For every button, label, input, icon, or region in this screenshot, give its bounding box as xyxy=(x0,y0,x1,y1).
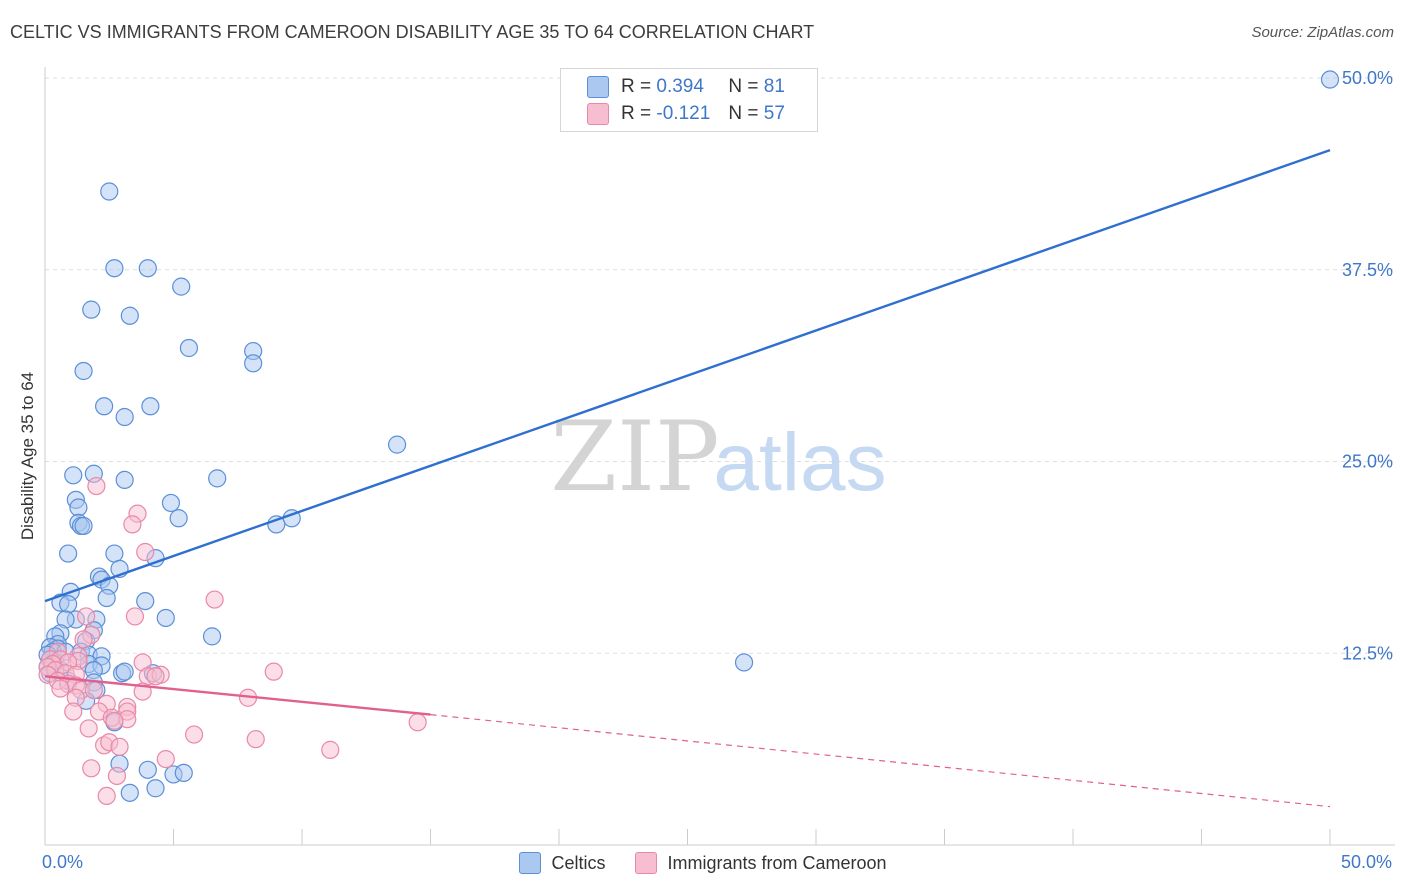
cameroon-point xyxy=(146,667,165,686)
celtics-point xyxy=(64,466,83,485)
cameroon-point xyxy=(82,759,101,778)
celtics-point xyxy=(115,470,134,490)
y-tick-label: 12.5% xyxy=(1342,643,1393,663)
y-tick-label: 25.0% xyxy=(1342,452,1393,472)
celtics-point xyxy=(69,498,88,517)
celtics-point xyxy=(387,435,407,454)
celtics-point xyxy=(174,763,193,783)
celtics-point xyxy=(161,493,181,513)
celtics-point xyxy=(208,469,227,488)
celtics-point xyxy=(136,591,155,611)
watermark-atlas: atlas xyxy=(713,417,886,508)
celtics-point xyxy=(172,277,191,296)
axes xyxy=(44,67,1395,846)
trend-lines xyxy=(44,148,1331,808)
celtics-point xyxy=(169,509,188,528)
celtics-point xyxy=(734,653,754,672)
cameroon-point xyxy=(408,713,427,732)
cameroon-point xyxy=(110,737,129,756)
cameroon-point xyxy=(77,607,96,626)
celtics-point xyxy=(138,259,157,278)
chart-title: CELTIC VS IMMIGRANTS FROM CAMEROON DISAB… xyxy=(10,22,815,42)
legend-r-value: 0.394 xyxy=(656,76,704,97)
cameroon-point xyxy=(51,679,70,698)
legend-label-cameroon: Immigrants from Cameroon xyxy=(667,852,887,873)
celtics-swatch xyxy=(519,852,542,874)
cameroon-point xyxy=(84,680,103,700)
watermark-zip: ZIP xyxy=(550,401,719,513)
cameroon-swatch xyxy=(587,103,609,125)
cameroon-point xyxy=(156,749,175,769)
cameroon-point xyxy=(264,662,283,681)
cameroon-point xyxy=(97,786,116,806)
y-tick-labels: 12.5% 25.0% 37.5% 50.0% xyxy=(1342,68,1393,663)
cameroon-point xyxy=(87,476,106,496)
cameroon-point xyxy=(246,730,265,749)
legend-row-cameroon: R = -0.121 N = 57 xyxy=(587,101,785,127)
celtics-point xyxy=(95,397,114,416)
cameroon-point xyxy=(136,542,155,562)
celtics-point xyxy=(74,516,93,536)
celtics-trend-line xyxy=(44,148,1331,603)
cameroon-point xyxy=(64,702,83,721)
x-tick-label-max: 50.0% xyxy=(1340,852,1392,872)
cameroon-point xyxy=(74,630,93,649)
celtics-point xyxy=(120,783,139,802)
cameroon-point xyxy=(107,766,127,786)
legend-item-celtics[interactable]: Celtics xyxy=(519,852,605,874)
y-tick-label: 37.5% xyxy=(1342,260,1393,280)
celtics-point xyxy=(138,760,157,779)
celtics-point xyxy=(59,595,78,614)
celtics-point xyxy=(59,544,78,563)
celtics-swatch xyxy=(587,76,609,98)
correlation-legend: R = 0.394 N = 81 R = -0.121 N = 57 xyxy=(560,68,818,132)
legend-n-label: N = xyxy=(728,76,759,97)
celtics-point xyxy=(97,588,116,608)
legend-r-value: -0.121 xyxy=(656,103,711,124)
legend-label-celtics: Celtics xyxy=(551,852,606,873)
celtics-point xyxy=(82,300,101,319)
legend-r-label: R = xyxy=(621,103,652,124)
celtics-point xyxy=(115,407,134,427)
legend-r-label: R = xyxy=(621,76,652,97)
cameroon-point xyxy=(184,725,204,744)
cameroon-trend-line xyxy=(44,675,431,716)
celtics-point xyxy=(179,338,199,358)
cameroon-point xyxy=(125,607,145,626)
celtics-point xyxy=(105,259,124,278)
cameroon-trend-line-extension xyxy=(430,714,1331,808)
legend-row-celtics: R = 0.394 N = 81 xyxy=(587,74,785,100)
cameroon-point xyxy=(105,711,124,730)
celtics-point xyxy=(156,608,175,628)
celtics-point xyxy=(115,662,134,681)
points xyxy=(38,70,1340,806)
y-tick-label: 50.0% xyxy=(1342,68,1393,88)
cameroon-point xyxy=(321,740,340,759)
celtics-point xyxy=(1320,70,1340,89)
x-tick-label-min: 0.0% xyxy=(42,852,84,872)
cameroon-point xyxy=(123,515,142,534)
celtics-point xyxy=(202,627,222,646)
celtics-point xyxy=(100,182,119,201)
cameroon-swatch xyxy=(635,852,658,874)
celtics-point xyxy=(244,354,263,373)
cameroon-point xyxy=(79,719,98,738)
legend-n-label: N = xyxy=(728,103,759,124)
celtics-point xyxy=(105,544,124,563)
legend-item-cameroon[interactable]: Immigrants from Cameroon xyxy=(635,852,887,874)
celtics-point xyxy=(141,397,160,416)
celtics-point xyxy=(120,306,139,325)
series-legend: Celtics Immigrants from Cameroon xyxy=(0,852,1406,874)
source-label: Source: ZipAtlas.com xyxy=(1251,24,1394,41)
celtics-point xyxy=(146,779,165,798)
legend-n-value: 81 xyxy=(763,76,785,97)
celtics-point xyxy=(74,361,93,381)
y-axis-label: Disability Age 35 to 64 xyxy=(18,371,37,541)
cameroon-point xyxy=(205,590,224,609)
legend-n-value: 57 xyxy=(763,103,785,124)
